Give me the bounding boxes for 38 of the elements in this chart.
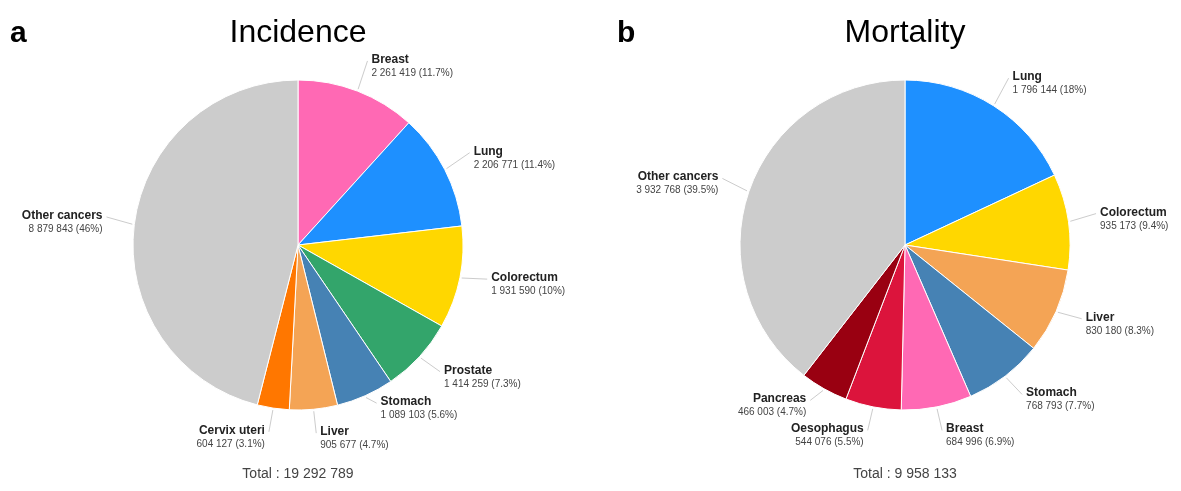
slice-label: Liver [1085, 309, 1115, 324]
data-label: 2 206 771 (11.4%) [473, 158, 556, 170]
chart-title: Incidence [229, 13, 367, 49]
data-label: 1 414 259 (7.3%) [444, 377, 521, 389]
slice-label: Breast [946, 421, 984, 436]
chart-title: Mortality [844, 13, 966, 49]
slice-label: Liver [320, 424, 350, 439]
slice-label: Colorectum [491, 270, 558, 285]
slice-label: Prostate [444, 362, 493, 377]
slice-label: Pancreas [752, 391, 807, 406]
data-label: 830 180 (8.3%) [1085, 324, 1155, 336]
data-label: 2 261 419 (11.7%) [371, 66, 454, 78]
data-label: 544 076 (5.5%) [795, 436, 864, 448]
slice-label: Oesophagus [791, 421, 865, 436]
data-label: 935 173 (9.4%) [1100, 219, 1169, 231]
data-label: 1 089 103 (5.6%) [380, 409, 458, 421]
text: Total : 19 292 789 [242, 465, 354, 481]
slice-label: Breast [371, 51, 409, 66]
data-label: 768 793 (7.7%) [1026, 400, 1095, 412]
slice-label: Stomach [1026, 385, 1077, 400]
data-label: 905 677 (4.7%) [320, 439, 389, 451]
slice-label: Other cancers [637, 169, 719, 184]
slice-label: Colorectum [1100, 204, 1167, 219]
slice-label: Other cancers [21, 207, 103, 222]
data-label: 1 931 590 (10%) [491, 285, 566, 297]
data-label: 604 127 (3.1%) [196, 437, 265, 449]
slice-label: Lung [473, 143, 503, 158]
data-label: 466 003 (4.7%) [737, 406, 807, 418]
text: b [617, 15, 636, 48]
text: a [10, 15, 27, 48]
slice-label: Lung [1012, 69, 1042, 84]
data-label: 1 796 144 (18%) [1012, 84, 1087, 96]
text: Total : 9 958 133 [853, 465, 957, 481]
slice-label: Cervix uteri [198, 422, 265, 437]
data-label: 684 996 (6.9%) [946, 436, 1015, 448]
slice-label: Stomach [380, 394, 432, 409]
data-label: 3 932 768 (39.5%) [636, 184, 719, 196]
data-label: 8 879 843 (46%) [28, 222, 103, 234]
